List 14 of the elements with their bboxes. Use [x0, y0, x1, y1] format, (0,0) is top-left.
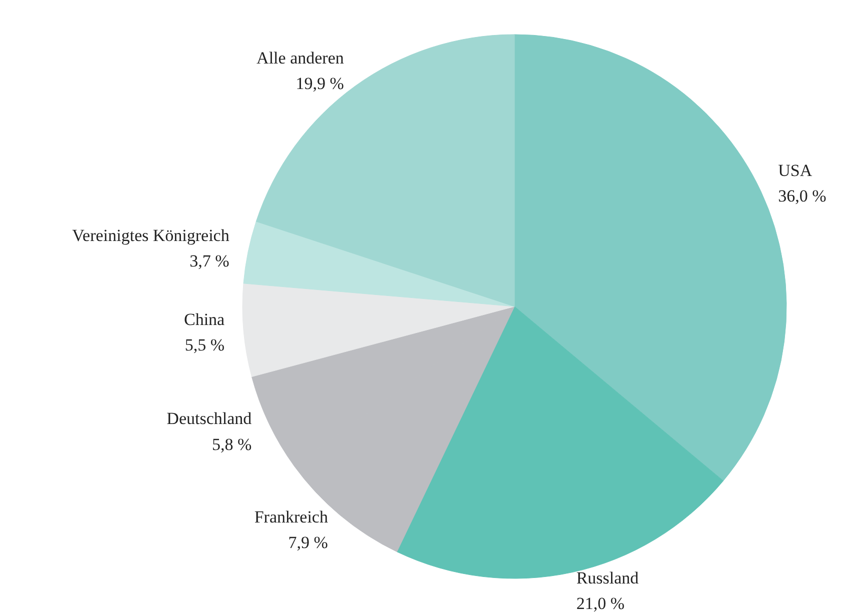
data-label: 7,9 %	[288, 533, 328, 552]
slice-label: Russland	[576, 568, 640, 588]
data-label: 21,0 %	[576, 594, 624, 612]
data-label: 5,8 %	[212, 434, 252, 454]
slice-label: Vereinigtes Königreich	[72, 226, 230, 245]
data-label: 19,9 %	[296, 74, 344, 94]
slice-label: Deutschland	[166, 409, 252, 428]
data-label: 3,7 %	[190, 252, 230, 271]
data-label: 5,5 %	[184, 335, 225, 354]
slice-label: China	[184, 310, 226, 329]
slice-label: USA	[778, 160, 813, 180]
slice-label: Frankreich	[254, 508, 328, 527]
slice-label: Alle anderen	[256, 48, 344, 68]
data-label: 36,0 %	[778, 186, 826, 206]
